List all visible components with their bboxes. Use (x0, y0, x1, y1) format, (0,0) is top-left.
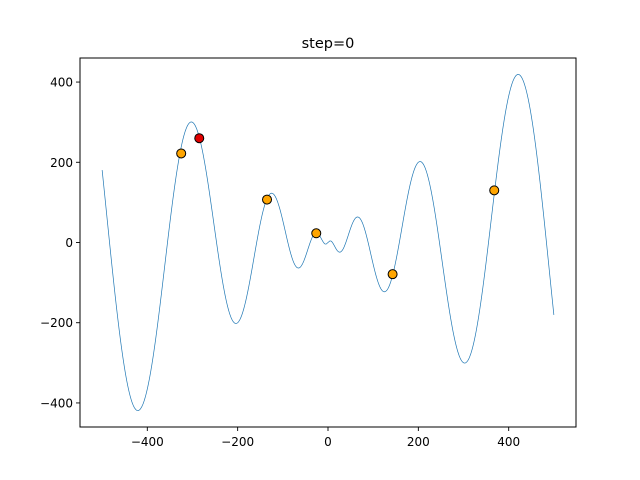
y-tick-label-1: −200 (40, 316, 73, 330)
x-tick-label-1: −200 (221, 435, 254, 449)
series-line-0 (101, 74, 555, 411)
x-tick-label-4: 400 (497, 435, 520, 449)
scatter-point-3 (311, 228, 322, 239)
scatter-point-4 (387, 269, 398, 280)
y-tick-label-2: 0 (65, 236, 73, 250)
y-tick-label-4: 400 (50, 76, 73, 90)
scatter-point-5 (489, 185, 500, 196)
x-tick-label-3: 200 (407, 435, 430, 449)
chart-title: step=0 (302, 36, 355, 52)
plot-area (101, 74, 555, 411)
x-tick-label-0: −400 (131, 435, 164, 449)
y-tick-label-3: 200 (50, 156, 73, 170)
scatter-point-1 (194, 133, 205, 144)
axis-ticks: −400 −200 0 200 400 −400 −200 0 200 400 (40, 76, 520, 449)
y-tick-label-0: −400 (40, 396, 73, 410)
axes-frame (79, 57, 577, 428)
scatter-point-0 (176, 148, 187, 159)
scatter-point-2 (262, 194, 273, 205)
x-tick-label-2: 0 (324, 435, 332, 449)
